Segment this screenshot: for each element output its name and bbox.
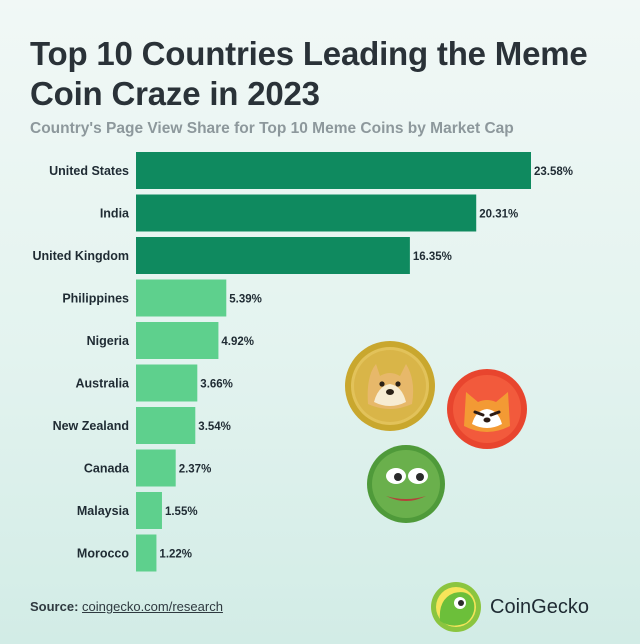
bar <box>136 194 477 232</box>
category-label: Australia <box>76 377 131 391</box>
source-link[interactable]: coingecko.com/research <box>82 599 223 614</box>
bar <box>136 449 176 487</box>
bar-value-label: 23.58% <box>534 166 573 178</box>
bar <box>136 152 531 189</box>
category-label: Canada <box>84 462 130 476</box>
bar-value-label: 3.54% <box>198 421 231 433</box>
category-label: New Zealand <box>53 419 129 433</box>
chart-title: Top 10 Countries Leading the Meme Coin C… <box>30 35 588 112</box>
chart-subtitle: Country's Page View Share for Top 10 Mem… <box>30 120 514 137</box>
bar <box>136 279 227 317</box>
shiba-coin-icon <box>447 369 527 449</box>
source-note: Source: coingecko.com/research <box>30 599 223 614</box>
brand-name: CoinGecko <box>490 595 589 618</box>
category-label: India <box>100 207 130 221</box>
doge-coin-icon <box>345 341 435 431</box>
bar-value-label: 1.22% <box>159 549 192 561</box>
bar-value-label: 4.92% <box>221 336 254 348</box>
bar-value-label: 20.31% <box>479 209 518 221</box>
bar <box>136 534 157 572</box>
coingecko-logo-icon <box>431 582 481 632</box>
pepe-coin-icon <box>367 445 445 523</box>
bar <box>136 237 410 274</box>
bar <box>136 407 196 444</box>
bar <box>136 492 162 529</box>
bar <box>136 364 198 402</box>
bar-chart: United States 23.58% India 20.31% United Kin… <box>32 152 573 572</box>
bar-value-label: 2.37% <box>179 464 212 476</box>
bar-value-label: 3.66% <box>200 379 233 391</box>
bar-value-label: 16.35% <box>413 251 452 263</box>
bar <box>136 322 219 359</box>
category-label: Philippines <box>62 292 129 306</box>
category-label: United Kingdom <box>32 249 129 263</box>
bar-value-label: 1.55% <box>165 506 198 518</box>
category-label: Malaysia <box>77 504 130 518</box>
bar-value-label: 5.39% <box>229 294 262 306</box>
source-label: Source: <box>30 599 79 614</box>
coingecko-brand: CoinGecko <box>430 582 589 632</box>
category-label: United States <box>49 164 129 178</box>
category-label: Nigeria <box>87 334 130 348</box>
category-label: Morocco <box>77 547 129 561</box>
